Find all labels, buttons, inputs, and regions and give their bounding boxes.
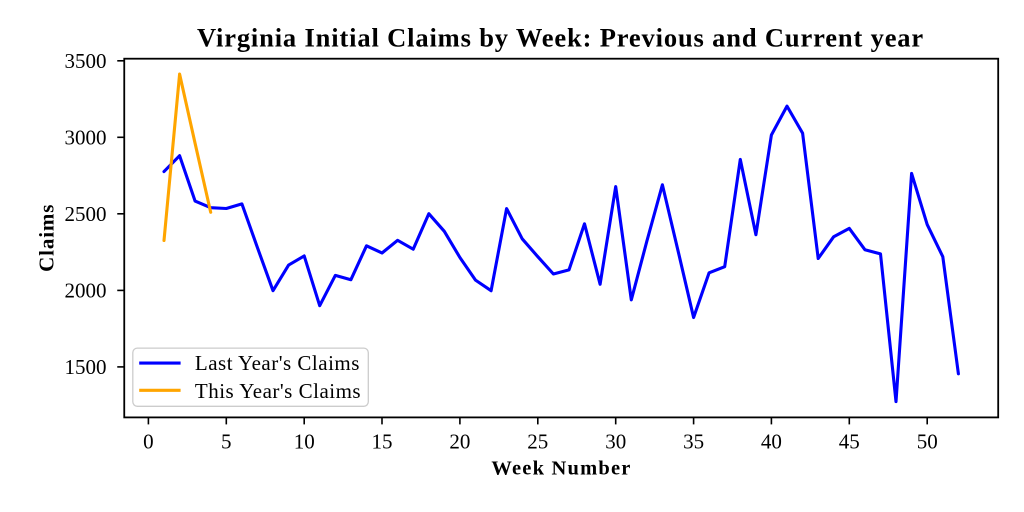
svg-text:2000: 2000 bbox=[65, 279, 107, 303]
svg-text:1500: 1500 bbox=[65, 355, 107, 379]
svg-text:45: 45 bbox=[839, 429, 860, 453]
svg-text:3000: 3000 bbox=[65, 126, 107, 150]
svg-text:Week Number: Week Number bbox=[491, 457, 631, 479]
svg-text:25: 25 bbox=[527, 429, 548, 453]
svg-text:30: 30 bbox=[605, 429, 626, 453]
svg-text:2500: 2500 bbox=[65, 202, 107, 226]
svg-text:This Year's Claims: This Year's Claims bbox=[195, 379, 361, 403]
svg-text:35: 35 bbox=[683, 429, 704, 453]
svg-text:20: 20 bbox=[449, 429, 470, 453]
svg-text:10: 10 bbox=[294, 429, 315, 453]
svg-text:50: 50 bbox=[917, 429, 938, 453]
svg-text:15: 15 bbox=[372, 429, 393, 453]
svg-text:5: 5 bbox=[221, 429, 232, 453]
svg-text:Claims: Claims bbox=[34, 204, 58, 272]
svg-text:40: 40 bbox=[761, 429, 782, 453]
svg-text:Virginia Initial Claims by Wee: Virginia Initial Claims by Week: Previou… bbox=[197, 23, 924, 53]
svg-text:Last Year's Claims: Last Year's Claims bbox=[195, 351, 360, 375]
svg-text:0: 0 bbox=[143, 429, 154, 453]
svg-text:3500: 3500 bbox=[65, 49, 107, 73]
